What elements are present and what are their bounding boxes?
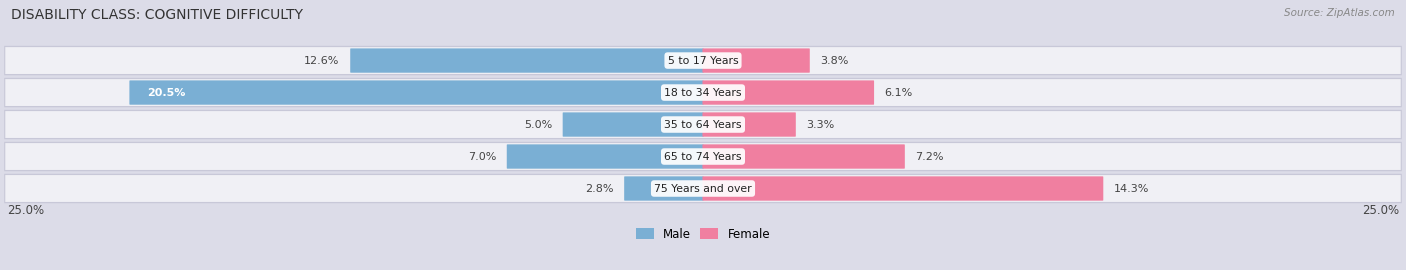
Text: 7.0%: 7.0% <box>468 151 496 161</box>
Legend: Male, Female: Male, Female <box>631 223 775 245</box>
FancyBboxPatch shape <box>6 47 1400 74</box>
Text: 5.0%: 5.0% <box>524 120 553 130</box>
FancyBboxPatch shape <box>703 112 796 137</box>
Text: DISABILITY CLASS: COGNITIVE DIFFICULTY: DISABILITY CLASS: COGNITIVE DIFFICULTY <box>11 8 304 22</box>
FancyBboxPatch shape <box>4 78 1402 107</box>
FancyBboxPatch shape <box>350 48 703 73</box>
Text: 6.1%: 6.1% <box>884 87 912 97</box>
FancyBboxPatch shape <box>703 144 905 169</box>
Text: 20.5%: 20.5% <box>146 87 186 97</box>
Text: 5 to 17 Years: 5 to 17 Years <box>668 56 738 66</box>
Text: 2.8%: 2.8% <box>585 184 613 194</box>
FancyBboxPatch shape <box>4 142 1402 171</box>
FancyBboxPatch shape <box>506 144 703 169</box>
FancyBboxPatch shape <box>703 176 1104 201</box>
Text: 14.3%: 14.3% <box>1114 184 1149 194</box>
FancyBboxPatch shape <box>4 174 1402 203</box>
FancyBboxPatch shape <box>6 143 1400 170</box>
Text: 25.0%: 25.0% <box>7 204 44 217</box>
FancyBboxPatch shape <box>624 176 703 201</box>
FancyBboxPatch shape <box>6 111 1400 138</box>
FancyBboxPatch shape <box>4 110 1402 139</box>
Text: 7.2%: 7.2% <box>915 151 943 161</box>
Text: 3.8%: 3.8% <box>821 56 849 66</box>
Text: Source: ZipAtlas.com: Source: ZipAtlas.com <box>1284 8 1395 18</box>
FancyBboxPatch shape <box>703 80 875 105</box>
Text: 75 Years and over: 75 Years and over <box>654 184 752 194</box>
Text: 25.0%: 25.0% <box>1362 204 1399 217</box>
Text: 3.3%: 3.3% <box>807 120 835 130</box>
FancyBboxPatch shape <box>703 48 810 73</box>
FancyBboxPatch shape <box>6 175 1400 202</box>
FancyBboxPatch shape <box>562 112 703 137</box>
Text: 18 to 34 Years: 18 to 34 Years <box>664 87 742 97</box>
Text: 65 to 74 Years: 65 to 74 Years <box>664 151 742 161</box>
FancyBboxPatch shape <box>129 80 703 105</box>
Text: 12.6%: 12.6% <box>304 56 340 66</box>
Text: 35 to 64 Years: 35 to 64 Years <box>664 120 742 130</box>
FancyBboxPatch shape <box>6 79 1400 106</box>
FancyBboxPatch shape <box>4 46 1402 75</box>
